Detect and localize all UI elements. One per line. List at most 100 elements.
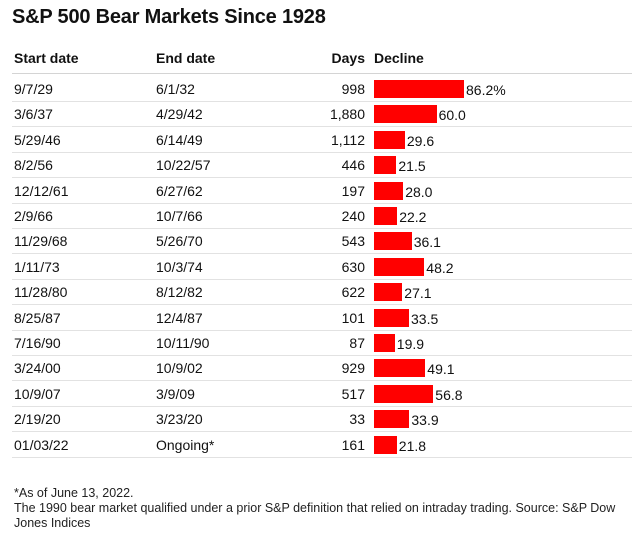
end-date-cell: 6/27/62 bbox=[156, 182, 203, 199]
table-row: 1/11/73 10/3/74 630 48.2 bbox=[0, 254, 640, 280]
days-cell: 929 bbox=[341, 360, 365, 377]
days-cell: 446 bbox=[341, 157, 365, 174]
days-cell: 87 bbox=[349, 335, 365, 351]
end-date-cell: Ongoing* bbox=[156, 436, 215, 453]
decline-value-label: 33.5 bbox=[411, 310, 439, 327]
start-date-cell: 01/03/22 bbox=[14, 436, 69, 453]
days-cell: 622 bbox=[341, 284, 365, 301]
row-divider bbox=[12, 202, 632, 204]
row-divider bbox=[12, 177, 632, 179]
days-cell: 197 bbox=[341, 182, 365, 199]
end-date-cell: 10/3/74 bbox=[156, 258, 203, 275]
start-date-cell: 3/6/37 bbox=[14, 106, 53, 123]
decline-bar bbox=[374, 80, 464, 98]
footnote-asof: *As of June 13, 2022. bbox=[14, 486, 134, 500]
row-divider bbox=[12, 253, 632, 255]
table-row: 3/6/37 4/29/42 1,880 60.0 bbox=[0, 101, 640, 128]
table-row: 11/29/68 5/26/70 543 36.1 bbox=[0, 228, 640, 255]
end-date-cell: 10/11/90 bbox=[156, 335, 210, 351]
row-divider bbox=[12, 456, 632, 458]
decline-value-label: 33.9 bbox=[411, 412, 439, 429]
table-row: 2/9/66 10/7/66 240 22.2 bbox=[0, 203, 640, 229]
end-date-cell: 3/9/09 bbox=[156, 385, 195, 402]
decline-bar bbox=[374, 283, 403, 302]
start-date-cell: 2/9/66 bbox=[14, 208, 53, 224]
start-date-cell: 8/2/56 bbox=[14, 157, 53, 174]
start-date-cell: 8/25/87 bbox=[14, 309, 61, 326]
start-date-cell: 10/9/07 bbox=[14, 385, 61, 402]
row-divider bbox=[12, 355, 632, 356]
header-decline: Decline bbox=[374, 50, 424, 66]
footnotes: *As of June 13, 2022. The 1990 bear mark… bbox=[14, 486, 634, 531]
row-divider bbox=[12, 304, 632, 306]
row-divider bbox=[12, 151, 632, 153]
start-date-cell: 5/29/46 bbox=[14, 131, 61, 148]
decline-value-label: 19.9 bbox=[396, 336, 425, 352]
row-divider bbox=[12, 126, 632, 128]
decline-bar bbox=[374, 359, 426, 378]
days-cell: 161 bbox=[341, 436, 365, 453]
start-date-cell: 12/12/61 bbox=[14, 182, 69, 199]
days-cell: 630 bbox=[341, 258, 365, 275]
end-date-cell: 6/1/32 bbox=[156, 81, 195, 97]
row-divider bbox=[12, 228, 632, 229]
table-row: 7/16/90 10/11/90 87 19.9 bbox=[0, 330, 640, 356]
end-date-cell: 3/23/20 bbox=[156, 411, 203, 428]
start-date-cell: 11/28/80 bbox=[14, 284, 68, 301]
decline-value-label: 60.0 bbox=[438, 107, 466, 124]
table-row: 11/28/80 8/12/82 622 27.1 bbox=[0, 279, 640, 306]
table-row: 01/03/22 Ongoing* 161 21.8 bbox=[0, 432, 640, 458]
header-start-date: Start date bbox=[14, 50, 79, 66]
decline-bar bbox=[374, 257, 425, 276]
decline-bar bbox=[374, 207, 398, 225]
table-row: 8/2/56 10/22/57 446 21.5 bbox=[0, 152, 640, 179]
chart-title: S&P 500 Bear Markets Since 1928 bbox=[12, 6, 326, 28]
row-divider bbox=[12, 431, 632, 433]
days-cell: 33 bbox=[349, 411, 365, 428]
decline-bar bbox=[374, 384, 434, 403]
end-date-cell: 6/14/49 bbox=[156, 131, 203, 148]
decline-value-label: 49.1 bbox=[427, 361, 455, 378]
start-date-cell: 3/24/00 bbox=[14, 360, 61, 377]
end-date-cell: 4/29/42 bbox=[156, 106, 203, 123]
decline-bar bbox=[374, 130, 405, 149]
header-days: Days bbox=[331, 50, 365, 66]
decline-bar bbox=[374, 105, 437, 124]
table-row: 8/25/87 12/4/87 101 33.5 bbox=[0, 305, 640, 331]
header-divider bbox=[12, 73, 632, 74]
decline-bar bbox=[374, 435, 397, 454]
table-row: 12/12/61 6/27/62 197 28.0 bbox=[0, 178, 640, 204]
days-cell: 1,880 bbox=[329, 106, 365, 123]
start-date-cell: 1/11/73 bbox=[14, 258, 60, 275]
table-row: 10/9/07 3/9/09 517 56.8 bbox=[0, 381, 640, 407]
decline-bar bbox=[374, 181, 404, 200]
decline-value-label: 27.1 bbox=[404, 285, 432, 302]
row-divider bbox=[12, 405, 632, 407]
days-cell: 998 bbox=[341, 81, 365, 97]
decline-bar bbox=[374, 410, 410, 429]
decline-value-label: 56.8 bbox=[435, 386, 463, 403]
decline-value-label: 29.6 bbox=[406, 132, 435, 149]
end-date-cell: 8/12/82 bbox=[156, 284, 203, 301]
end-date-cell: 10/22/57 bbox=[156, 157, 211, 174]
days-cell: 1,112 bbox=[331, 131, 365, 148]
table-row: 9/7/29 6/1/32 998 86.2% bbox=[0, 76, 640, 102]
table-row: 3/24/00 10/9/02 929 49.1 bbox=[0, 355, 640, 382]
decline-value-label: 28.0 bbox=[405, 183, 433, 200]
row-divider bbox=[12, 329, 632, 331]
end-date-cell: 10/9/02 bbox=[156, 360, 203, 377]
row-divider bbox=[12, 278, 632, 280]
decline-value-label: 48.2 bbox=[426, 259, 454, 276]
start-date-cell: 2/19/20 bbox=[14, 411, 61, 428]
decline-bar bbox=[374, 334, 395, 352]
decline-bar bbox=[374, 308, 409, 327]
days-cell: 517 bbox=[341, 385, 365, 402]
start-date-cell: 9/7/29 bbox=[14, 81, 53, 97]
table-header: Start date End date Days Decline bbox=[0, 50, 640, 72]
decline-value-label: 21.5 bbox=[398, 158, 426, 175]
decline-bar bbox=[374, 232, 412, 251]
days-cell: 543 bbox=[341, 233, 365, 250]
start-date-cell: 7/16/90 bbox=[14, 335, 61, 351]
decline-value-label: 86.2% bbox=[466, 82, 506, 98]
table-row: 5/29/46 6/14/49 1,112 29.6 bbox=[0, 127, 640, 153]
